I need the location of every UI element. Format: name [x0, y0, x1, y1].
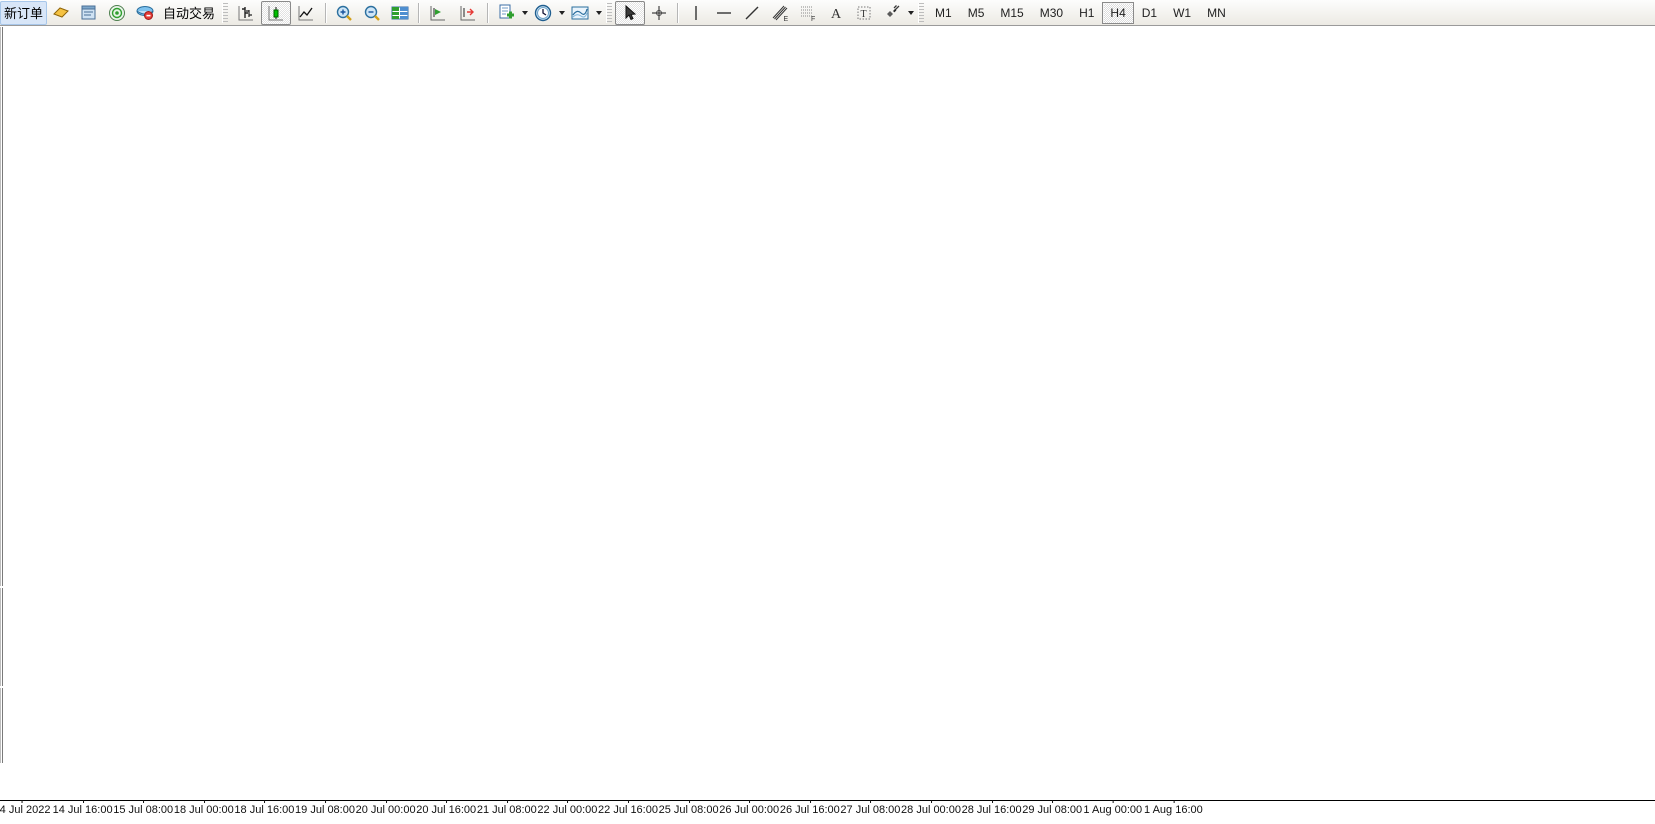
fibonacci-icon[interactable]: F	[794, 1, 822, 25]
candlestick-chart-icon[interactable]	[261, 0, 292, 25]
templates-dropdown-arrow[interactable]	[520, 3, 529, 23]
indicators-icon[interactable]	[566, 1, 594, 25]
strategy-tester-icon[interactable]	[131, 1, 159, 25]
toolbar-grip[interactable]	[222, 2, 229, 23]
text-label-icon[interactable]: T	[850, 1, 878, 25]
time-label: 18 Jul 00:00	[174, 800, 234, 816]
time-label: 20 Jul 00:00	[356, 800, 416, 816]
trendline-icon[interactable]	[738, 1, 766, 25]
svg-text:A: A	[831, 7, 842, 22]
timeframe-group: M1 M5 M15 M30 H1 H4 D1 W1 MN	[927, 1, 1234, 24]
time-label: 14 Jul 16:00	[53, 800, 113, 816]
toolbar-separator-4	[677, 2, 679, 23]
navigator-icon[interactable]	[103, 1, 131, 25]
indicators-dropdown-arrow[interactable]	[594, 3, 603, 23]
templates-icon[interactable]	[492, 1, 520, 25]
text-icon[interactable]: A	[822, 1, 850, 25]
data-window-icon[interactable]	[75, 1, 103, 25]
timeframe-w1[interactable]: W1	[1173, 5, 1192, 20]
chart-area[interactable]: SP500, H4 4122.750 4122.750 4122.750 412…	[0, 26, 1655, 824]
svg-text:F: F	[811, 16, 815, 23]
timeframe-m5[interactable]: M5	[967, 5, 985, 20]
horizontal-line-icon[interactable]	[710, 1, 738, 25]
toolbar-separator-3	[487, 2, 489, 23]
time-label: 27 Jul 08:00	[840, 800, 900, 816]
time-label: 14 Jul 2022	[0, 800, 50, 816]
time-label: 21 Jul 08:00	[477, 800, 537, 816]
time-label: 15 Jul 08:00	[113, 800, 173, 816]
chart-shift-icon[interactable]	[423, 1, 453, 25]
timeframe-h4[interactable]: H4	[1102, 1, 1134, 24]
timeframe-m15[interactable]: M15	[1000, 5, 1024, 20]
time-label: 25 Jul 08:00	[659, 800, 719, 816]
timeframe-d1[interactable]: D1	[1141, 5, 1158, 20]
period-dropdown-arrow[interactable]	[557, 3, 566, 23]
time-label: 28 Jul 16:00	[962, 800, 1022, 816]
new-order-icon[interactable]	[47, 1, 75, 25]
new-order-label: 新订单	[4, 6, 44, 21]
time-label: 26 Jul 00:00	[719, 800, 779, 816]
autotrading-label: 自动交易	[163, 6, 216, 21]
new-order-button[interactable]: 新订单	[0, 1, 47, 25]
crosshair-icon[interactable]	[645, 1, 673, 25]
timeframe-m30[interactable]: M30	[1039, 5, 1064, 20]
vertical-line-icon[interactable]	[682, 1, 710, 25]
objects-dropdown-arrow[interactable]	[906, 3, 915, 23]
timeframe-mn[interactable]: MN	[1207, 5, 1226, 20]
time-label: 28 Jul 00:00	[901, 800, 961, 816]
toolbar-separator-2	[418, 2, 420, 23]
time-label: 1 Aug 16:00	[1144, 800, 1203, 816]
cursor-icon[interactable]	[615, 0, 646, 25]
svg-text:E: E	[784, 16, 789, 23]
equidistant-channel-icon[interactable]: E	[766, 1, 794, 25]
time-label: 22 Jul 16:00	[598, 800, 658, 816]
time-label: 20 Jul 16:00	[416, 800, 476, 816]
svg-text:T: T	[861, 9, 867, 20]
timeframe-m1[interactable]: M1	[935, 5, 952, 20]
time-label: 26 Jul 16:00	[780, 800, 840, 816]
zoom-out-icon[interactable]	[358, 1, 386, 25]
time-label: 19 Jul 08:00	[295, 800, 355, 816]
time-label: 22 Jul 00:00	[537, 800, 597, 816]
objects-icon[interactable]	[878, 1, 906, 25]
main-toolbar: 新订单	[0, 0, 1655, 26]
toolbar-separator	[325, 2, 327, 23]
market-watch-icon[interactable]	[386, 1, 414, 25]
bar-chart-icon[interactable]	[231, 1, 261, 25]
toolbar-grip-3[interactable]	[918, 2, 925, 23]
autotrading-button[interactable]: 自动交易	[159, 1, 219, 25]
time-label: 18 Jul 16:00	[234, 800, 294, 816]
timeframe-h1[interactable]: H1	[1079, 5, 1095, 20]
auto-scroll-icon[interactable]	[453, 1, 483, 25]
toolbar-grip-2[interactable]	[606, 2, 613, 23]
time-label: 1 Aug 00:00	[1083, 800, 1142, 816]
line-chart-icon[interactable]	[291, 1, 321, 25]
zoom-in-icon[interactable]	[330, 1, 358, 25]
time-label: 29 Jul 08:00	[1022, 800, 1082, 816]
period-icon[interactable]	[529, 1, 557, 25]
